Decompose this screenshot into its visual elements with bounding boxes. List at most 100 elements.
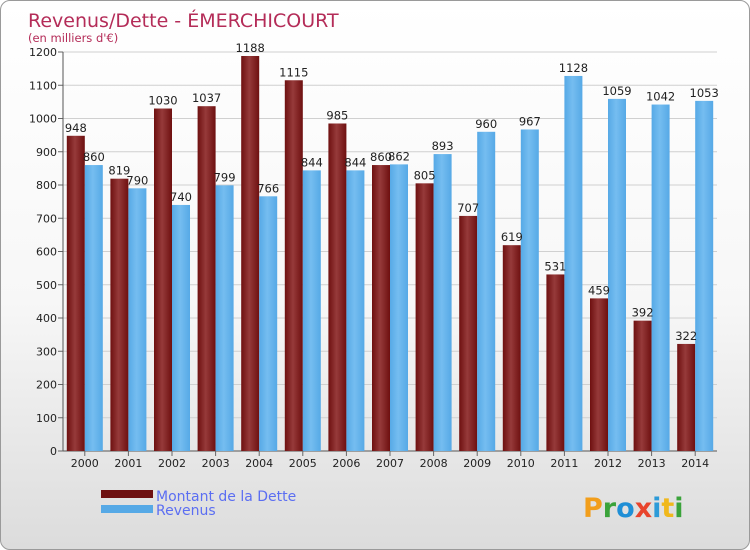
- x-tick-label: 2007: [376, 457, 404, 470]
- bar-revenus: [477, 131, 496, 452]
- y-tick-label: 900: [36, 146, 57, 159]
- bar-dette: [154, 108, 172, 452]
- y-tick-label: 1200: [29, 46, 57, 59]
- y-tick-label: 200: [36, 379, 57, 392]
- bar-dette: [546, 274, 565, 451]
- bar-dette: [415, 183, 434, 451]
- bar-revenus: [346, 170, 365, 451]
- x-tick-label: 2012: [594, 457, 622, 470]
- bar-revenus: [172, 204, 190, 451]
- legend-swatch-revenus: [101, 505, 153, 513]
- bar-revenus: [651, 104, 670, 451]
- bar-dette: [677, 343, 696, 451]
- data-label-dette: 819: [108, 164, 130, 178]
- logo-letter: t: [661, 493, 674, 524]
- data-label-revenus: 1053: [690, 86, 719, 100]
- data-label-revenus: 844: [301, 155, 323, 169]
- data-label-revenus: 893: [432, 139, 454, 153]
- y-tick-label: 300: [36, 345, 57, 358]
- legend: Montant de la Dette Revenus: [101, 489, 296, 519]
- data-label-revenus: 790: [126, 173, 148, 187]
- data-label-dette: 1037: [192, 91, 221, 105]
- logo-letter: P: [583, 493, 603, 524]
- bar-dette: [590, 298, 608, 451]
- data-label-dette: 619: [501, 230, 523, 244]
- bar-revenus: [84, 165, 103, 452]
- bar-dette: [110, 178, 129, 451]
- bar-dette: [502, 245, 521, 451]
- data-label-dette: 531: [544, 259, 566, 273]
- x-tick-label: 2014: [681, 457, 709, 470]
- plot-area: 0 100 200 300 400 500 600 700 800 900 1000 1100 1200…: [29, 41, 719, 470]
- x-tick-label: 2003: [202, 457, 230, 470]
- data-label-dette: 948: [65, 121, 87, 135]
- bar-revenus: [695, 100, 714, 451]
- x-tick-label: 2005: [289, 457, 317, 470]
- bar-dette: [459, 215, 478, 451]
- y-tick-label: 700: [36, 212, 57, 225]
- legend-swatch-dette: [101, 490, 153, 498]
- logo-letter: x: [635, 493, 652, 524]
- data-label-revenus: 1128: [559, 61, 588, 75]
- x-tick-label: 2011: [550, 457, 578, 470]
- chart-subtitle: (en milliers d'€): [28, 31, 118, 45]
- logo-letter: o: [616, 493, 635, 524]
- x-tick-label: 2006: [332, 457, 360, 470]
- data-label-dette: 805: [414, 168, 436, 182]
- y-tick-label: 500: [36, 279, 57, 292]
- bar-revenus: [259, 196, 278, 451]
- data-label-dette: 860: [370, 150, 392, 164]
- data-label-dette: 392: [632, 306, 654, 320]
- bar-dette: [633, 320, 652, 451]
- data-label-revenus: 1059: [602, 84, 631, 98]
- x-tick-label: 2004: [245, 457, 273, 470]
- y-tick-label: 800: [36, 179, 57, 192]
- bar-revenus: [520, 129, 539, 451]
- data-label-revenus: 844: [344, 155, 366, 169]
- bar-dette: [372, 165, 390, 452]
- data-label-revenus: 862: [388, 149, 410, 163]
- logo-letter: r: [603, 493, 617, 524]
- bar-revenus: [128, 188, 147, 451]
- data-label-revenus: 960: [475, 117, 497, 131]
- x-tick-label: 2008: [420, 457, 448, 470]
- data-label-revenus: 860: [83, 150, 105, 164]
- data-label-dette: 1115: [279, 65, 308, 79]
- y-tick-label: 1000: [29, 113, 57, 126]
- data-label-revenus: 967: [519, 114, 541, 128]
- bar-dette: [241, 55, 260, 452]
- y-tick-label: 100: [36, 412, 57, 425]
- data-label-revenus: 740: [170, 190, 192, 204]
- proxiti-logo: Proxiti: [583, 493, 684, 524]
- bar-revenus: [390, 164, 408, 451]
- y-tick-label: 0: [50, 445, 57, 458]
- x-tick-label: 2002: [158, 457, 186, 470]
- bar-revenus: [433, 154, 452, 451]
- y-tick-label: 1100: [29, 79, 57, 92]
- bar-revenus: [215, 185, 234, 451]
- y-tick-label: 400: [36, 312, 57, 325]
- bar-dette: [284, 80, 303, 451]
- data-label-dette: 707: [457, 201, 479, 215]
- logo-letter: i: [652, 493, 661, 524]
- bar-dette: [328, 123, 347, 452]
- x-tick-label: 2009: [463, 457, 491, 470]
- bar-dette: [197, 106, 216, 451]
- data-label-revenus: 1042: [646, 90, 675, 104]
- x-tick-label: 2000: [71, 457, 99, 470]
- chart-title: Revenus/Dette - ÉMERCHICOURT: [28, 9, 339, 32]
- x-tick-label: 2001: [114, 457, 142, 470]
- data-label-dette: 1188: [236, 41, 265, 55]
- data-label-revenus: 766: [257, 181, 279, 195]
- bar-dette: [66, 135, 85, 452]
- data-label-dette: 1030: [148, 94, 177, 108]
- x-tick-label: 2013: [638, 457, 666, 470]
- x-tick-label: 2010: [507, 457, 535, 470]
- legend-label-dette: Montant de la Dette: [156, 489, 296, 505]
- bar-revenus: [608, 98, 626, 451]
- legend-label-revenus: Revenus: [156, 503, 216, 519]
- data-label-dette: 459: [588, 283, 610, 297]
- data-label-dette: 985: [326, 108, 348, 122]
